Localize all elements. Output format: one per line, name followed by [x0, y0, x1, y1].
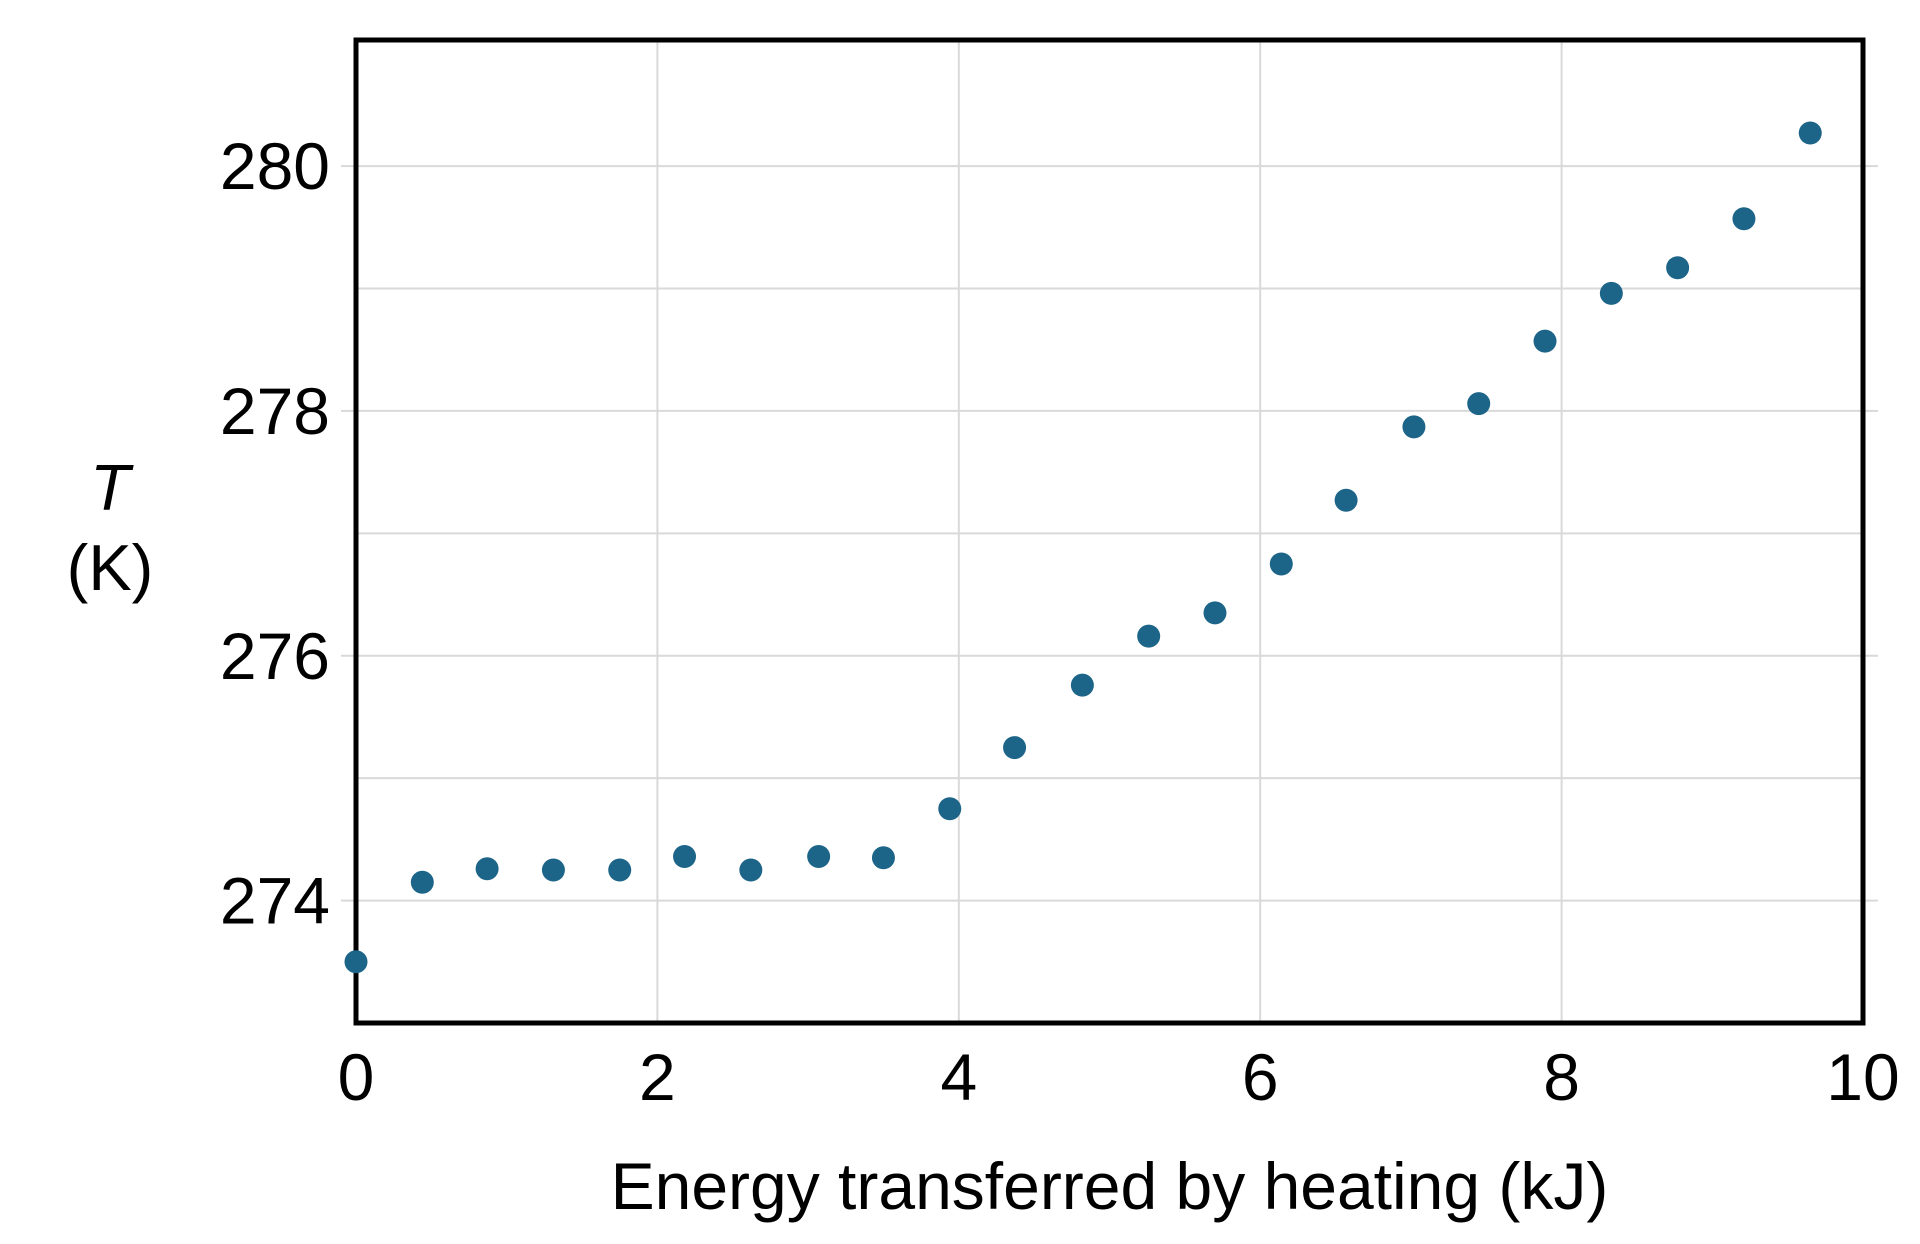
data-point [344, 950, 368, 974]
data-point [1402, 415, 1426, 439]
plot-border [353, 37, 1866, 1026]
x-tick-label-10: 10 [1826, 1040, 1899, 1114]
data-point [1003, 736, 1027, 760]
y-axis-title: T (K) [30, 448, 190, 608]
data-point [1137, 624, 1161, 648]
y-tick-label-280: 280 [220, 129, 330, 203]
data-point [1599, 281, 1623, 305]
data-point [1732, 207, 1756, 231]
x-tick-label-0: 0 [338, 1040, 375, 1114]
y-axis-title-units: (K) [66, 531, 154, 604]
data-point [1070, 673, 1094, 697]
data-point [1798, 121, 1822, 145]
data-point [1203, 601, 1227, 625]
data-point [1666, 256, 1690, 280]
data-point [1334, 488, 1358, 512]
data-point [475, 857, 499, 881]
y-axis-title-symbol: T [90, 451, 130, 524]
data-point [938, 797, 962, 821]
x-tick-label-4: 4 [940, 1040, 977, 1114]
y-tick-label-278: 278 [220, 374, 330, 448]
x-tick-label-6: 6 [1242, 1040, 1279, 1114]
y-tick-label-274: 274 [220, 864, 330, 938]
x-tick-label-8: 8 [1543, 1040, 1580, 1114]
x-axis-title: Energy transferred by heating (kJ) [610, 1149, 1609, 1223]
y-tick-label-276: 276 [220, 619, 330, 693]
data-point [1269, 552, 1293, 576]
data-point [807, 845, 831, 869]
data-point [673, 845, 697, 869]
data-point [1533, 329, 1557, 353]
data-point [1467, 392, 1491, 416]
data-point [608, 858, 632, 882]
data-point [739, 858, 763, 882]
data-point [410, 870, 434, 894]
data-point [541, 858, 565, 882]
x-tick-label-2: 2 [639, 1040, 676, 1114]
data-point [871, 846, 895, 870]
